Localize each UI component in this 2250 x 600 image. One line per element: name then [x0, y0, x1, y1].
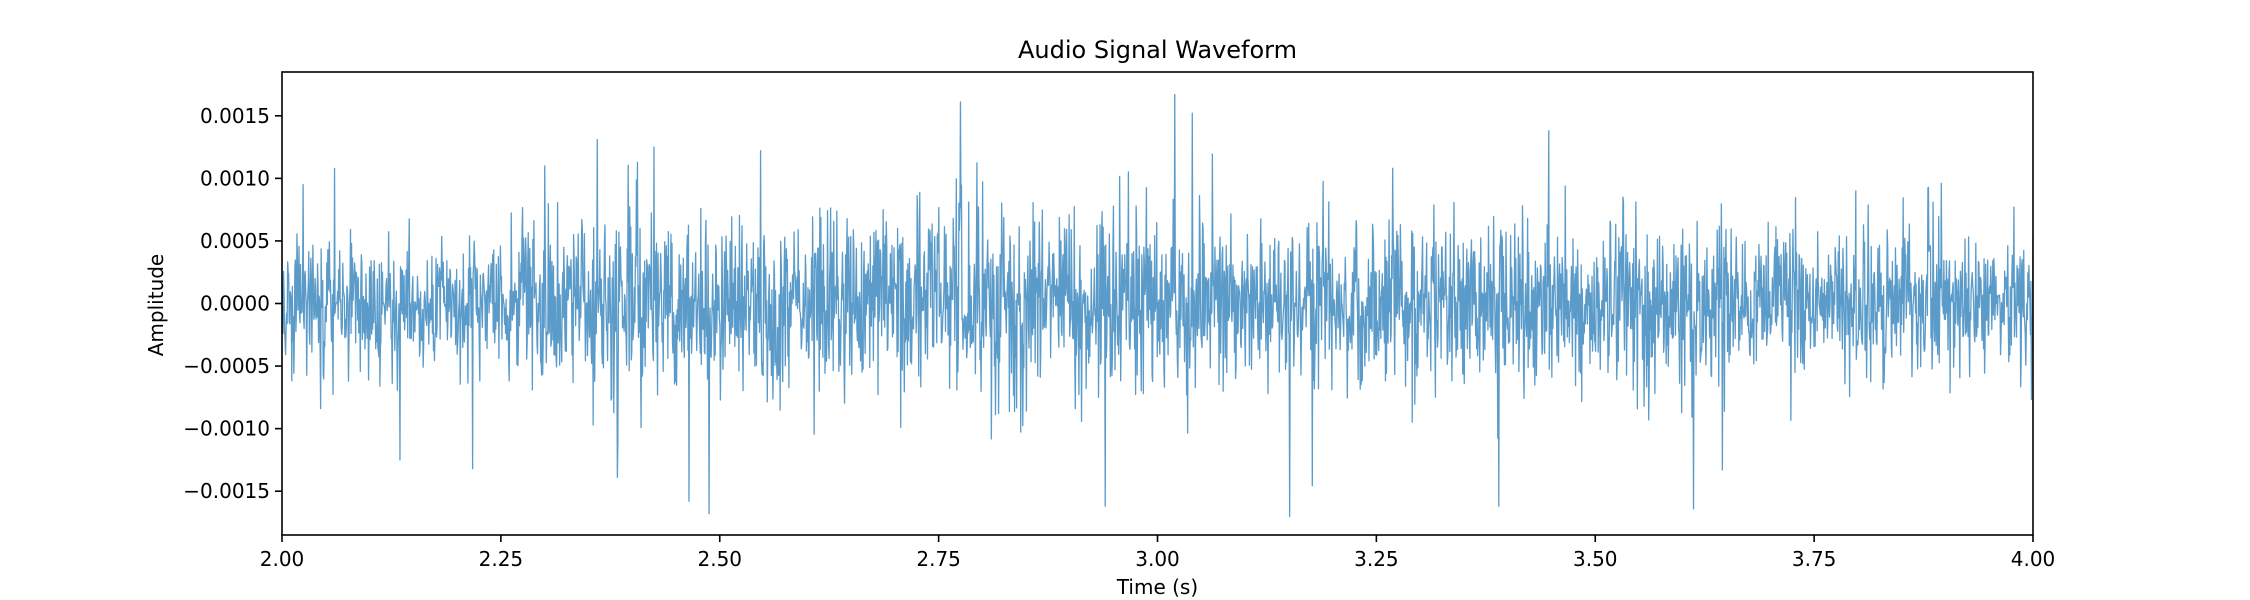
x-tick-label: 2.00	[260, 547, 305, 571]
y-tick-label: 0.0005	[200, 229, 270, 253]
chart-title: Audio Signal Waveform	[1018, 36, 1297, 64]
y-axis: −0.0015 −0.0010 −0.0005 0.0000 0.0005 0.0010 0…	[183, 104, 282, 503]
plot-area-frame	[281, 71, 2034, 536]
x-axis: 2.00 2.25 2.50 2.75 3.00 3.25 3.50 3.75 4.00	[260, 535, 2056, 571]
waveform-series-line	[282, 93, 2033, 518]
x-tick-label: 3.00	[1135, 547, 1180, 571]
x-tick-label: 3.50	[1573, 547, 1618, 571]
y-axis-label: Amplitude	[144, 254, 168, 357]
y-tick-label: 0.0000	[200, 292, 270, 316]
x-tick-label: 3.75	[1792, 547, 1837, 571]
y-tick-label: 0.0015	[200, 104, 270, 128]
x-tick-label: 2.50	[697, 547, 742, 571]
y-tick-label: −0.0010	[183, 417, 270, 441]
y-tick-label: 0.0010	[200, 166, 270, 190]
x-tick-label: 2.25	[479, 547, 524, 571]
x-tick-label: 2.75	[916, 547, 961, 571]
x-tick-label: 4.00	[2011, 547, 2056, 571]
x-tick-label: 3.25	[1354, 547, 1399, 571]
y-tick-label: −0.0005	[183, 354, 270, 378]
y-tick-label: −0.0015	[183, 479, 270, 503]
x-axis-label: Time (s)	[1116, 575, 1198, 599]
